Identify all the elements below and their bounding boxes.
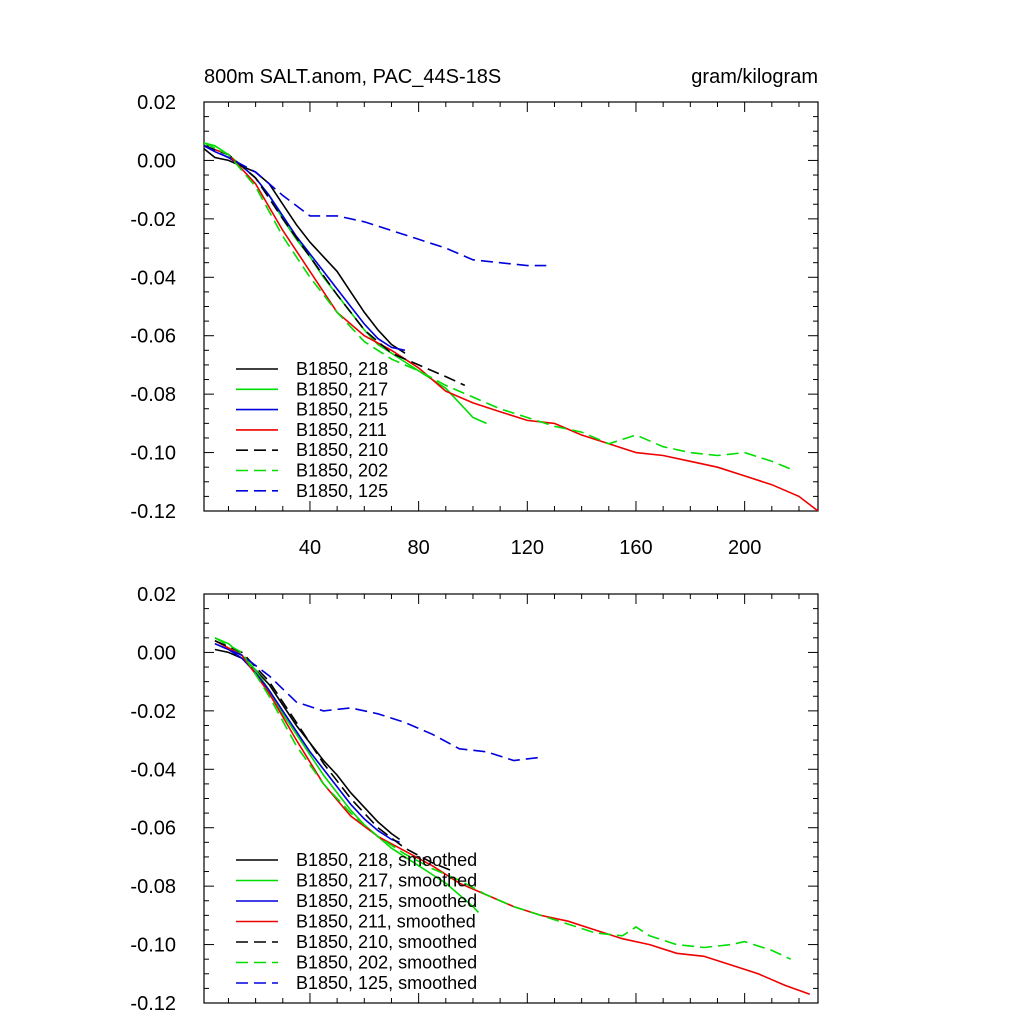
y-tick-label: 0.02 [137, 92, 176, 114]
x-tick-label: 40 [299, 537, 321, 559]
y-tick-label: 0.00 [137, 150, 176, 172]
y-tick-label: -0.08 [130, 876, 176, 898]
series-line [214, 642, 400, 844]
legend-label: B1850, 215 [296, 400, 388, 420]
y-tick-label: -0.04 [130, 267, 176, 289]
y-tick-label: -0.12 [130, 993, 176, 1015]
series-line [204, 145, 818, 511]
series-line [204, 145, 547, 267]
legend-label: B1850, 215, smoothed [296, 891, 477, 911]
legend-label: B1850, 218 [296, 359, 388, 379]
legend-label: B1850, 125 [296, 481, 388, 501]
legend-label: B1850, 217, smoothed [296, 871, 477, 891]
y-tick-label: -0.02 [130, 701, 176, 723]
legend-label: B1850, 202 [296, 461, 388, 481]
units-label: gram/kilogram [691, 66, 818, 88]
legend-label: B1850, 218, smoothed [296, 850, 477, 870]
legend-label: B1850, 217 [296, 379, 388, 399]
top-panel: 0.02 0.00 -0.02 -0.04 -0.06 -0.08 -0.10 -0.12 40… [130, 66, 819, 559]
legend-label: B1850, 211 [296, 420, 387, 440]
y-tick-label: -0.10 [130, 935, 176, 957]
x-tick-label: 120 [511, 537, 544, 559]
x-tick-label: 80 [408, 537, 430, 559]
legend-label: B1850, 210 [296, 440, 388, 460]
y-tick-label: -0.10 [130, 443, 176, 465]
y-tick-label: 0.02 [137, 584, 176, 606]
y-tick-label: -0.04 [130, 759, 176, 781]
legend-label: B1850, 202, smoothed [296, 953, 477, 973]
y-tick-label: -0.02 [130, 209, 176, 231]
series-line [204, 145, 466, 387]
series-line [214, 637, 479, 913]
y-tick-label: -0.06 [130, 326, 176, 348]
y-tick-label: -0.12 [130, 501, 176, 523]
legend-label: B1850, 125, smoothed [296, 973, 477, 993]
y-tick-label: -0.08 [130, 384, 176, 406]
y-tick-label: 0.00 [137, 642, 176, 664]
x-tick-label: 160 [619, 537, 652, 559]
series-line [204, 142, 794, 471]
x-tick-label: 200 [728, 537, 761, 559]
series-line [214, 637, 792, 960]
legend-label: B1850, 211, smoothed [296, 912, 476, 932]
legend-label: B1850, 210, smoothed [296, 932, 477, 952]
bottom-panel: 0.02 0.00 -0.02 -0.04 -0.06 -0.08 -0.10 -0.12 B1… [130, 584, 819, 1015]
series-line [214, 648, 401, 841]
y-tick-label: -0.06 [130, 818, 176, 840]
chart-title: 800m SALT.anom, PAC_44S-18S [204, 66, 501, 88]
series-line [214, 642, 539, 762]
series-line [214, 639, 455, 873]
